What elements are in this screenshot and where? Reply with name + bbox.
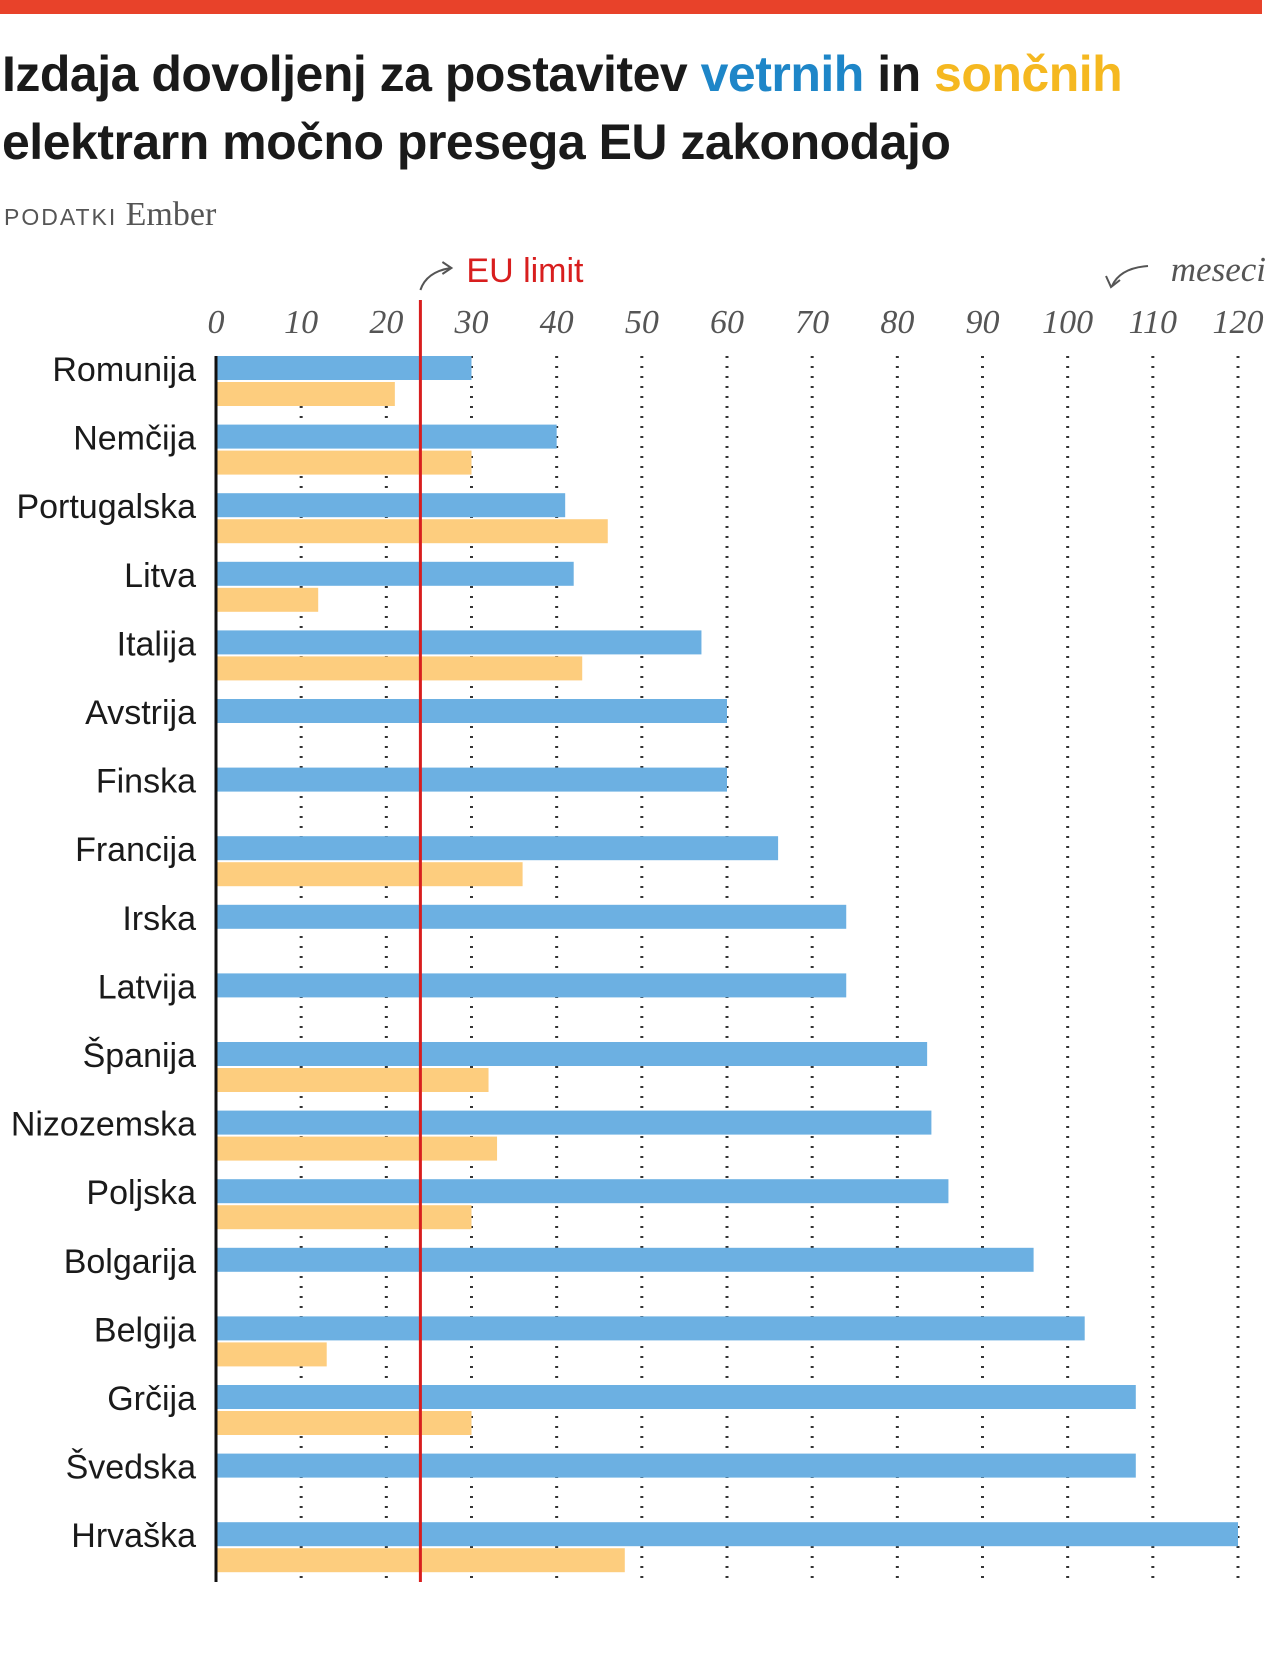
source-line: PODATKI Ember bbox=[4, 196, 216, 234]
x-tick-label-80: 80 bbox=[880, 304, 914, 341]
unit-arrowhead bbox=[1105, 275, 1121, 289]
wind-bar-12 bbox=[216, 1110, 932, 1135]
solar-bar-11 bbox=[216, 1068, 489, 1092]
x-tick-label-60: 60 bbox=[710, 304, 744, 341]
wind-bar-9 bbox=[216, 904, 847, 929]
category-label-2: Nemčija bbox=[73, 420, 196, 458]
x-tick-label-100: 100 bbox=[1042, 304, 1093, 341]
category-label-3: Portugalska bbox=[16, 488, 196, 526]
unit-label: meseci bbox=[1171, 250, 1266, 289]
wind-bar-3 bbox=[216, 493, 566, 518]
title-part-1: Izdaja dovoljenj za postavitev bbox=[2, 46, 701, 102]
x-tick-label-90: 90 bbox=[966, 304, 1000, 341]
x-tick-label-40: 40 bbox=[540, 304, 574, 341]
top-accent-bar bbox=[0, 0, 1262, 14]
eu-limit-label: EU limit bbox=[466, 252, 584, 290]
category-label-10: Latvija bbox=[98, 968, 196, 1006]
category-label-9: Irska bbox=[122, 900, 196, 938]
solar-bar-13 bbox=[216, 1205, 472, 1230]
wind-bar-14 bbox=[216, 1247, 1034, 1272]
category-label-4: Litva bbox=[124, 557, 196, 595]
solar-bar-8 bbox=[216, 862, 523, 887]
wind-bar-13 bbox=[216, 1179, 949, 1204]
category-label-14: Bolgarija bbox=[64, 1243, 196, 1281]
wind-bar-15 bbox=[216, 1316, 1085, 1341]
wind-bar-4 bbox=[216, 561, 574, 586]
category-label-15: Belgija bbox=[94, 1311, 196, 1349]
category-label-18: Hrvaška bbox=[71, 1517, 196, 1555]
x-tick-label-50: 50 bbox=[625, 304, 659, 341]
source-label: PODATKI bbox=[4, 204, 118, 230]
title-part-3: elektrarn močno presega EU zakonodajo bbox=[2, 114, 951, 170]
solar-bar-1 bbox=[216, 382, 395, 406]
source-name: Ember bbox=[125, 196, 217, 233]
solar-bar-5 bbox=[216, 656, 583, 681]
x-tick-label-0: 0 bbox=[208, 304, 225, 341]
wind-bar-11 bbox=[216, 1042, 928, 1066]
category-label-17: Švedska bbox=[66, 1449, 196, 1487]
category-label-13: Poljska bbox=[86, 1174, 196, 1212]
wind-bar-10 bbox=[216, 973, 847, 998]
eu-limit-arrow bbox=[419, 267, 451, 291]
title-solar-word: sončnih bbox=[934, 46, 1123, 102]
category-label-1: Romunija bbox=[52, 351, 196, 389]
category-label-7: Finska bbox=[96, 763, 196, 801]
chart-title: Izdaja dovoljenj za postavitev vetrnih i… bbox=[2, 40, 1262, 176]
category-label-16: Grčija bbox=[107, 1380, 196, 1418]
x-tick-label-120: 120 bbox=[1213, 304, 1264, 341]
unit-arrow bbox=[1111, 265, 1149, 287]
wind-bar-8 bbox=[216, 836, 779, 861]
wind-bar-18 bbox=[216, 1522, 1238, 1547]
solar-bar-15 bbox=[216, 1342, 327, 1367]
category-label-8: Francija bbox=[75, 831, 196, 869]
x-tick-label-70: 70 bbox=[795, 304, 829, 341]
wind-bar-1 bbox=[216, 356, 472, 380]
solar-bar-16 bbox=[216, 1411, 472, 1435]
solar-bar-3 bbox=[216, 519, 608, 544]
solar-bar-4 bbox=[216, 587, 319, 612]
title-wind-word: vetrnih bbox=[700, 46, 865, 102]
category-label-12: Nizozemska bbox=[11, 1106, 196, 1144]
title-part-2: in bbox=[863, 46, 935, 102]
wind-bar-2 bbox=[216, 424, 557, 449]
x-tick-label-30: 30 bbox=[454, 304, 489, 341]
x-tick-label-110: 110 bbox=[1129, 304, 1177, 341]
solar-bar-2 bbox=[216, 450, 472, 475]
x-tick-label-20: 20 bbox=[369, 304, 403, 341]
eu-limit-arrowhead bbox=[441, 261, 454, 275]
category-label-11: Španija bbox=[83, 1037, 197, 1075]
wind-bar-5 bbox=[216, 630, 702, 655]
x-tick-label-10: 10 bbox=[284, 304, 318, 341]
category-label-5: Italija bbox=[117, 625, 196, 663]
wind-bar-6 bbox=[216, 699, 727, 723]
wind-bar-7 bbox=[216, 767, 727, 792]
wind-bar-17 bbox=[216, 1453, 1136, 1478]
wind-bar-16 bbox=[216, 1385, 1136, 1409]
category-label-6: Avstrija bbox=[85, 694, 196, 732]
solar-bar-12 bbox=[216, 1136, 498, 1161]
